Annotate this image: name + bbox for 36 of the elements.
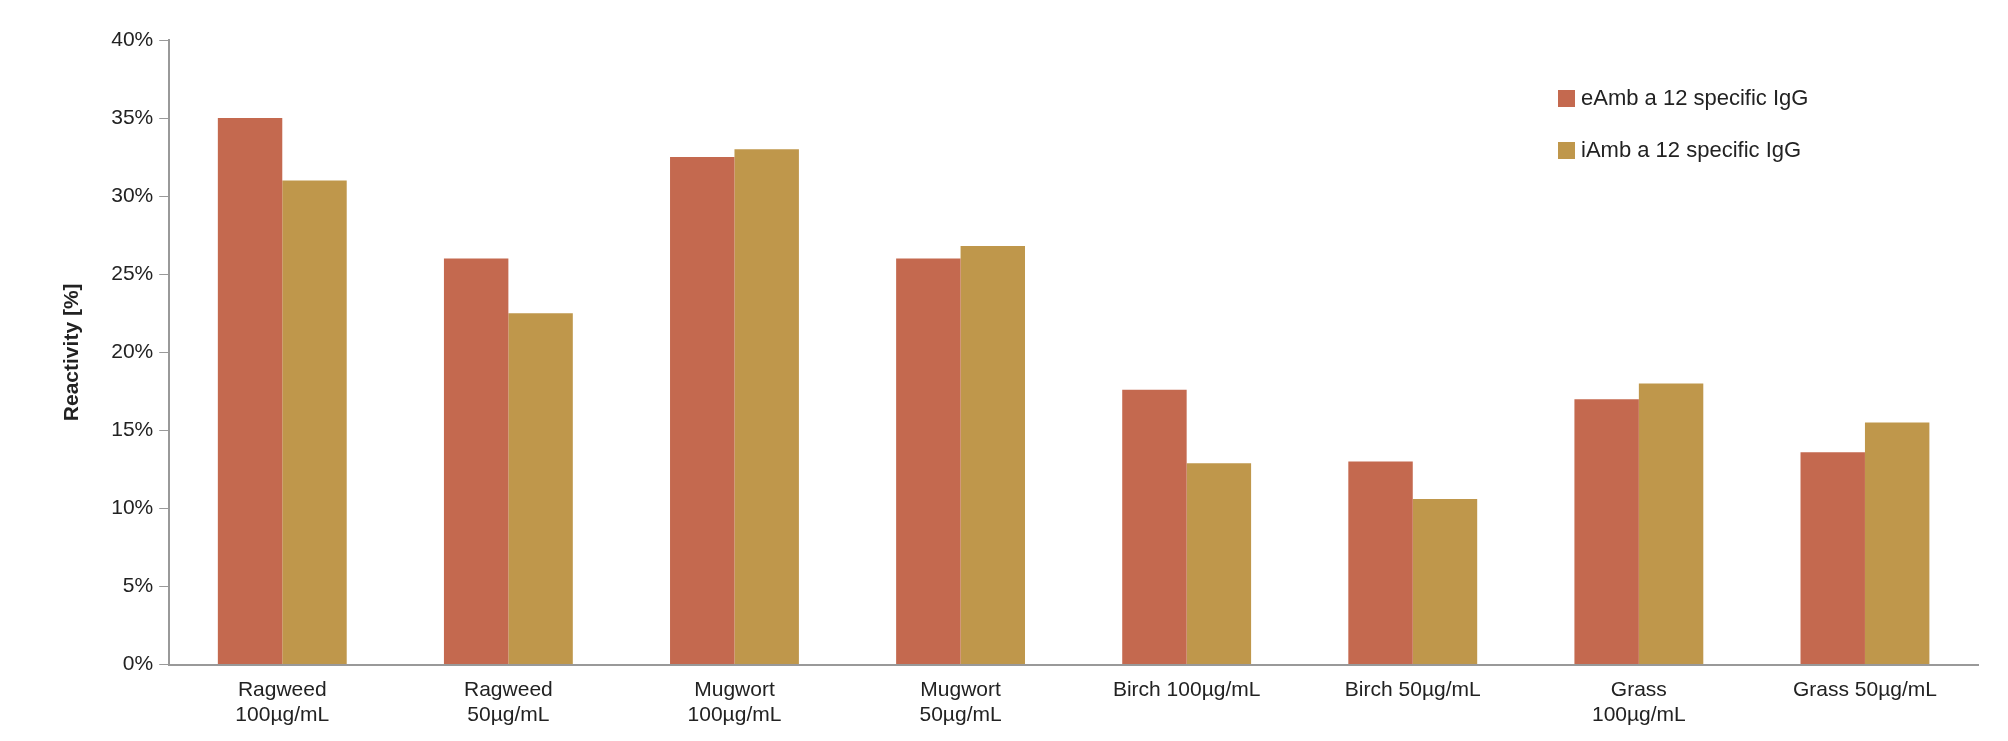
- bar: [1800, 452, 1865, 665]
- y-tick-label: 25%: [111, 261, 154, 285]
- x-tick-label: Birch 100µg/mL: [1112, 677, 1261, 700]
- bar: [670, 157, 735, 665]
- y-tick-label: 40%: [111, 26, 154, 50]
- x-tick-label: Birch 50µg/mL: [1344, 677, 1481, 700]
- x-tick-label: Mugwort 100µg/mL: [687, 677, 782, 726]
- x-tick-label: Ragweed 100µg/mL: [235, 677, 330, 726]
- legend-label: eAmb a 12 specific IgG: [1581, 85, 1809, 111]
- x-tick-label: Grass 50µg/mL: [1792, 677, 1937, 700]
- x-tick-label: Grass 100µg/mL: [1591, 677, 1686, 726]
- bar: [1186, 463, 1252, 665]
- y-tick-label: 0%: [122, 651, 154, 675]
- bar: [896, 258, 961, 665]
- bar: [1122, 389, 1187, 665]
- y-tick-label: 35%: [111, 104, 154, 128]
- y-tick-label: 15%: [111, 417, 154, 441]
- x-tick-label: Ragweed 50µg/mL: [464, 677, 553, 726]
- bar: [960, 246, 1026, 665]
- bar: [1638, 383, 1704, 665]
- bar: [1574, 399, 1639, 665]
- bar: [217, 118, 283, 665]
- bar: [443, 258, 509, 665]
- bar: [1864, 422, 1930, 665]
- bar: [282, 180, 347, 665]
- y-tick-label: 20%: [111, 339, 154, 363]
- bar: [508, 313, 573, 665]
- x-tick-label: Mugwort 50µg/mL: [919, 677, 1002, 726]
- bar: [734, 149, 799, 665]
- y-axis-title: Reactivity [%]: [59, 283, 83, 422]
- legend-label: iAmb a 12 specific IgG: [1581, 137, 1802, 163]
- bar: [1412, 499, 1478, 665]
- y-tick-label: 5%: [122, 573, 154, 597]
- bar: [1348, 461, 1413, 665]
- y-tick-label: 30%: [111, 182, 154, 206]
- y-tick-label: 10%: [111, 495, 154, 519]
